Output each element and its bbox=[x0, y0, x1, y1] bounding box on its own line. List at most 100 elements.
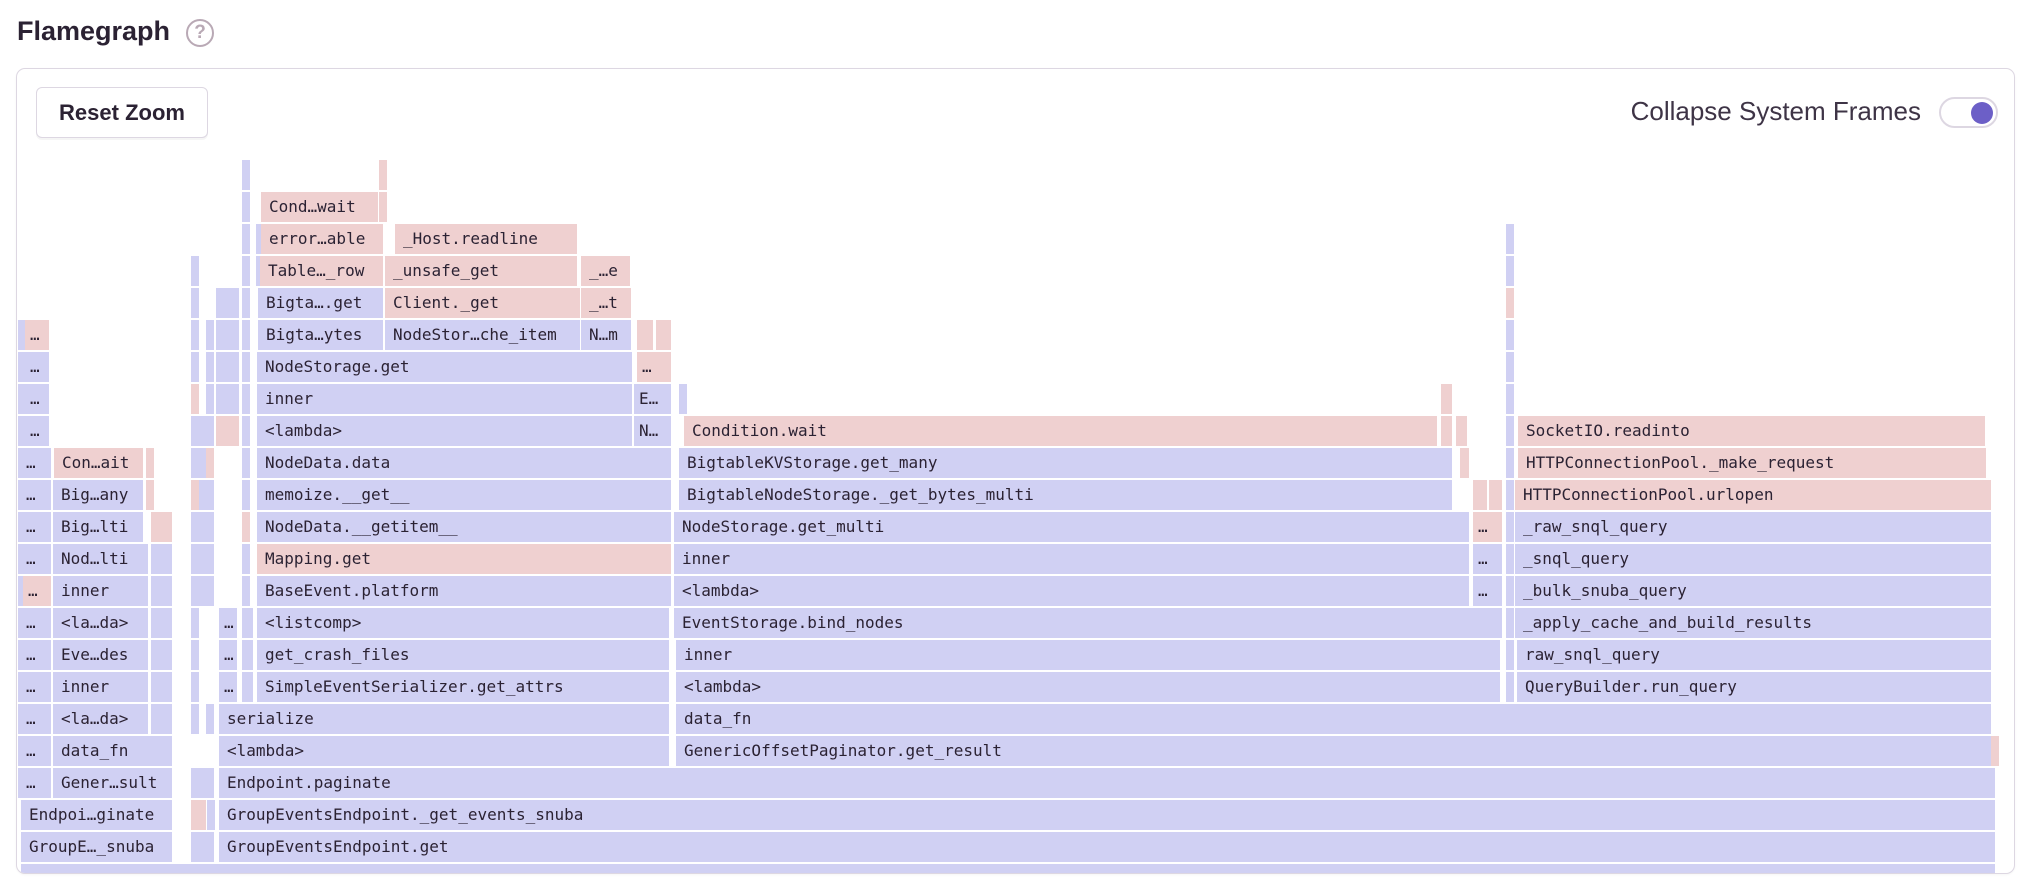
frame-sliver[interactable] bbox=[1506, 544, 1514, 574]
frame[interactable]: <la…da> bbox=[53, 608, 148, 638]
frame-sliver[interactable] bbox=[18, 576, 26, 606]
frame-sliver[interactable] bbox=[256, 224, 264, 254]
frame[interactable]: … bbox=[1473, 576, 1502, 606]
frame-sliver[interactable] bbox=[191, 768, 214, 798]
frame[interactable]: raw_snql_query bbox=[1517, 640, 1991, 670]
frame[interactable]: inner bbox=[674, 544, 1469, 574]
frame-sliver[interactable] bbox=[1506, 352, 1514, 382]
frame[interactable]: GroupE…_snuba bbox=[21, 832, 172, 862]
frame[interactable]: <la…da> bbox=[53, 704, 148, 734]
frame-sliver[interactable] bbox=[191, 320, 199, 350]
frame-sliver[interactable] bbox=[242, 544, 250, 574]
frame[interactable]: Mapping.get bbox=[257, 544, 671, 574]
frame-sliver[interactable] bbox=[1456, 416, 1467, 446]
frame[interactable]: SimpleEventSerializer.get_attrs bbox=[257, 672, 669, 702]
frame-sliver[interactable] bbox=[242, 672, 253, 702]
frame-sliver[interactable] bbox=[1473, 480, 1487, 510]
frame-sliver[interactable] bbox=[146, 448, 154, 478]
frame-sliver[interactable] bbox=[199, 544, 207, 574]
frame-sliver[interactable] bbox=[191, 480, 199, 510]
frame-sliver[interactable] bbox=[191, 416, 199, 446]
frame-sliver[interactable] bbox=[18, 320, 26, 350]
frame-sliver[interactable] bbox=[151, 576, 172, 606]
frame-sliver[interactable] bbox=[242, 256, 250, 286]
frame[interactable]: Eve…des bbox=[53, 640, 148, 670]
frame-sliver[interactable] bbox=[1441, 384, 1452, 414]
frame-sliver[interactable] bbox=[216, 320, 239, 350]
frame-sliver[interactable] bbox=[206, 352, 214, 382]
frame-sliver[interactable] bbox=[206, 320, 214, 350]
frame-sliver[interactable] bbox=[18, 352, 26, 382]
frame[interactable]: Nod…lti bbox=[53, 544, 148, 574]
frame-sliver[interactable] bbox=[1506, 512, 1514, 542]
frame-sliver[interactable] bbox=[1506, 256, 1514, 286]
frame-sliver[interactable] bbox=[379, 192, 387, 222]
frame[interactable]: … bbox=[21, 768, 51, 798]
frame-sliver[interactable] bbox=[242, 320, 250, 350]
frame-sliver[interactable] bbox=[206, 544, 214, 574]
frame[interactable]: _unsafe_get bbox=[385, 256, 577, 286]
frame[interactable]: … bbox=[21, 608, 51, 638]
frame[interactable]: … bbox=[637, 352, 671, 382]
frame-sliver[interactable] bbox=[1506, 416, 1514, 446]
frame[interactable]: <lambda> bbox=[676, 672, 1500, 702]
frame-sliver[interactable] bbox=[191, 288, 199, 318]
frame[interactable]: BaseEvent.platform bbox=[257, 576, 671, 606]
frame[interactable]: … bbox=[23, 576, 51, 606]
frame-sliver[interactable] bbox=[18, 384, 26, 414]
frame-sliver[interactable] bbox=[151, 512, 172, 542]
frame[interactable]: … bbox=[21, 672, 51, 702]
frame-sliver[interactable] bbox=[242, 288, 250, 318]
frame[interactable]: E… bbox=[634, 384, 671, 414]
frame[interactable]: NodeStorage.get bbox=[257, 352, 632, 382]
frame-sliver[interactable] bbox=[21, 864, 1995, 873]
frame-sliver[interactable] bbox=[206, 384, 214, 414]
frame-sliver[interactable] bbox=[199, 416, 207, 446]
frame-sliver[interactable] bbox=[216, 416, 239, 446]
frame-sliver[interactable] bbox=[18, 416, 26, 446]
frame-sliver[interactable] bbox=[1506, 448, 1514, 478]
frame-sliver[interactable] bbox=[151, 544, 172, 574]
frame[interactable]: … bbox=[25, 384, 49, 414]
frame[interactable]: inner bbox=[257, 384, 632, 414]
frame[interactable]: BigtableKVStorage.get_many bbox=[679, 448, 1452, 478]
frame-sliver[interactable] bbox=[206, 576, 214, 606]
frame[interactable]: data_fn bbox=[53, 736, 172, 766]
frame-sliver[interactable] bbox=[242, 192, 250, 222]
frame[interactable]: inner bbox=[53, 672, 148, 702]
frame[interactable]: … bbox=[21, 448, 51, 478]
frame[interactable]: _Host.readline bbox=[395, 224, 577, 254]
frame-sliver[interactable] bbox=[191, 352, 199, 382]
frame[interactable]: … bbox=[25, 416, 49, 446]
frame-sliver[interactable] bbox=[1506, 480, 1514, 510]
frame[interactable]: inner bbox=[676, 640, 1500, 670]
frame[interactable]: EventStorage.bind_nodes bbox=[674, 608, 1502, 638]
frame-sliver[interactable] bbox=[242, 640, 253, 670]
frame[interactable]: … bbox=[219, 640, 237, 670]
frame[interactable]: QueryBuilder.run_query bbox=[1517, 672, 1991, 702]
frame-sliver[interactable] bbox=[242, 352, 250, 382]
frame[interactable]: N…m bbox=[581, 320, 631, 350]
frame[interactable]: N… bbox=[634, 416, 671, 446]
frame-sliver[interactable] bbox=[637, 320, 653, 350]
frame-sliver[interactable] bbox=[242, 480, 250, 510]
frame-sliver[interactable] bbox=[191, 576, 199, 606]
frame-sliver[interactable] bbox=[1506, 384, 1514, 414]
collapse-system-frames-toggle[interactable] bbox=[1939, 97, 1998, 128]
frame-sliver[interactable] bbox=[379, 160, 387, 190]
frame-sliver[interactable] bbox=[1506, 288, 1514, 318]
frame[interactable]: Table…_row bbox=[260, 256, 383, 286]
frame[interactable]: … bbox=[1473, 544, 1502, 574]
frame[interactable]: HTTPConnectionPool.urlopen bbox=[1515, 480, 1991, 510]
frame[interactable]: … bbox=[21, 544, 51, 574]
frame-sliver[interactable] bbox=[242, 448, 250, 478]
frame[interactable]: SocketIO.readinto bbox=[1518, 416, 1985, 446]
frame-sliver[interactable] bbox=[242, 384, 250, 414]
frame-sliver[interactable] bbox=[191, 832, 214, 862]
frame-sliver[interactable] bbox=[191, 608, 199, 638]
frame[interactable]: Gener…sult bbox=[53, 768, 172, 798]
frame-sliver[interactable] bbox=[191, 512, 199, 542]
frame[interactable]: <lambda> bbox=[674, 576, 1469, 606]
frame[interactable]: Big…any bbox=[53, 480, 143, 510]
frame[interactable]: _bulk_snuba_query bbox=[1515, 576, 1991, 606]
